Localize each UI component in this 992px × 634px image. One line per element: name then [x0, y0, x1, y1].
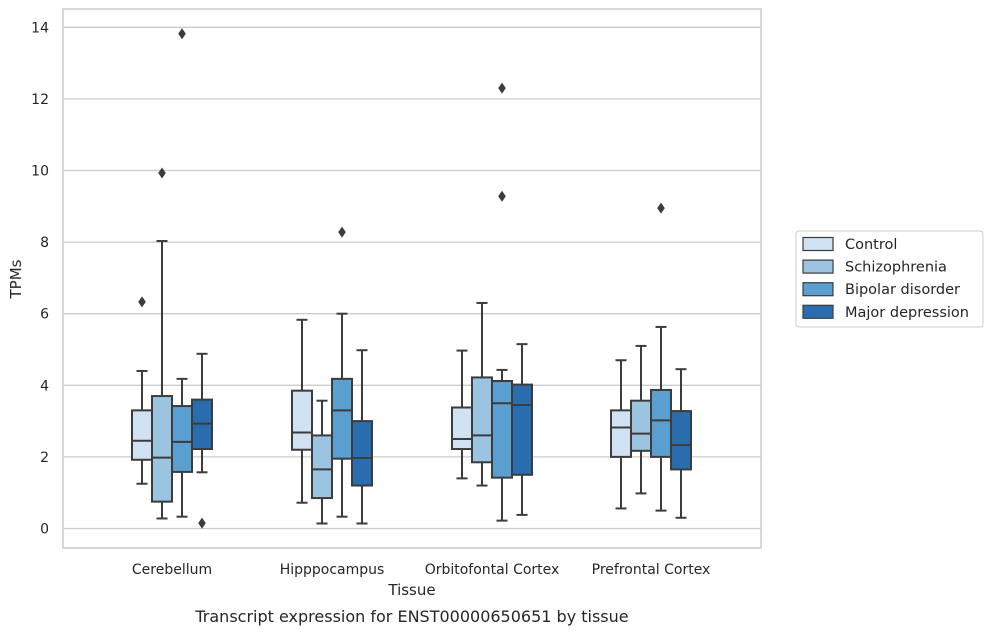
box-major-depression: [670, 368, 692, 519]
iqr-box: [670, 410, 692, 471]
legend-label: Schizophrenia: [845, 260, 947, 276]
x-tick-label: Prefrontal Cortex: [592, 562, 711, 578]
box-bipolar-disorder: [491, 82, 513, 522]
legend-swatch: [802, 236, 834, 252]
box-control: [131, 296, 153, 485]
box-schizophrenia: [471, 301, 493, 487]
outlier-point: [498, 190, 506, 202]
box-bipolar-disorder: [331, 226, 353, 518]
x-tick-label: Hipppocampus: [280, 562, 385, 578]
box-major-depression: [191, 352, 213, 529]
y-tick-label: 8: [40, 235, 49, 251]
legend-label: Bipolar disorder: [845, 282, 960, 298]
x-tick-label: Cerebellum: [132, 562, 212, 578]
legend-label: Major depression: [845, 305, 969, 321]
x-axis-title: Tissue: [387, 581, 435, 599]
box-schizophrenia: [151, 167, 173, 520]
outlier-point: [498, 82, 506, 94]
outlier-point: [657, 202, 665, 214]
outlier-point: [158, 167, 166, 179]
iqr-box: [511, 383, 533, 476]
box-control: [291, 318, 313, 504]
y-tick-label: 2: [40, 450, 49, 466]
iqr-box: [630, 399, 652, 452]
legend-frame: [795, 230, 984, 328]
iqr-box: [351, 420, 373, 487]
box-schizophrenia: [630, 344, 652, 495]
iqr-box: [650, 388, 672, 458]
iqr-box: [451, 406, 473, 451]
plot-frame: [62, 8, 762, 549]
chart-caption: Transcript expression for ENST0000065065…: [194, 607, 628, 626]
box-schizophrenia: [311, 399, 333, 525]
iqr-box: [171, 405, 193, 473]
legend-swatch: [802, 304, 834, 319]
y-tick-labels: 0 2 4 6 8 10 12 14: [31, 20, 49, 537]
outlier-point: [198, 517, 206, 529]
y-tick-label: 0: [40, 522, 49, 538]
outlier-point: [138, 296, 146, 308]
iqr-box: [471, 376, 493, 464]
x-tick-labels: Cerebellum Hipppocampus Orbitofontal Corte…: [132, 562, 710, 578]
iqr-box: [331, 377, 353, 460]
y-tick-label: 6: [40, 307, 49, 323]
iqr-box: [291, 389, 313, 451]
y-tick-label: 12: [31, 92, 49, 108]
y-tick-label: 14: [31, 20, 49, 36]
x-tick-label: Orbitofontal Cortex: [425, 562, 560, 578]
outlier-point: [338, 226, 346, 238]
iqr-box: [491, 380, 513, 479]
y-tick-label: 10: [31, 164, 49, 180]
legend: Control Schizophrenia Bipolar disorder Majo…: [795, 230, 984, 328]
legend-swatch: [802, 282, 834, 297]
legend-label: Control: [845, 237, 897, 253]
iqr-box: [610, 409, 632, 458]
box-groups: [131, 28, 692, 529]
box-bipolar-disorder: [171, 28, 193, 518]
y-tick-label: 4: [40, 378, 49, 394]
iqr-box: [151, 395, 173, 503]
iqr-box: [311, 434, 333, 500]
iqr-box: [131, 409, 153, 461]
box-major-depression: [351, 349, 373, 525]
outlier-point: [178, 28, 186, 40]
box-major-depression: [511, 343, 533, 516]
y-axis-title: TPMs: [7, 259, 25, 299]
legend-swatch: [802, 259, 834, 274]
